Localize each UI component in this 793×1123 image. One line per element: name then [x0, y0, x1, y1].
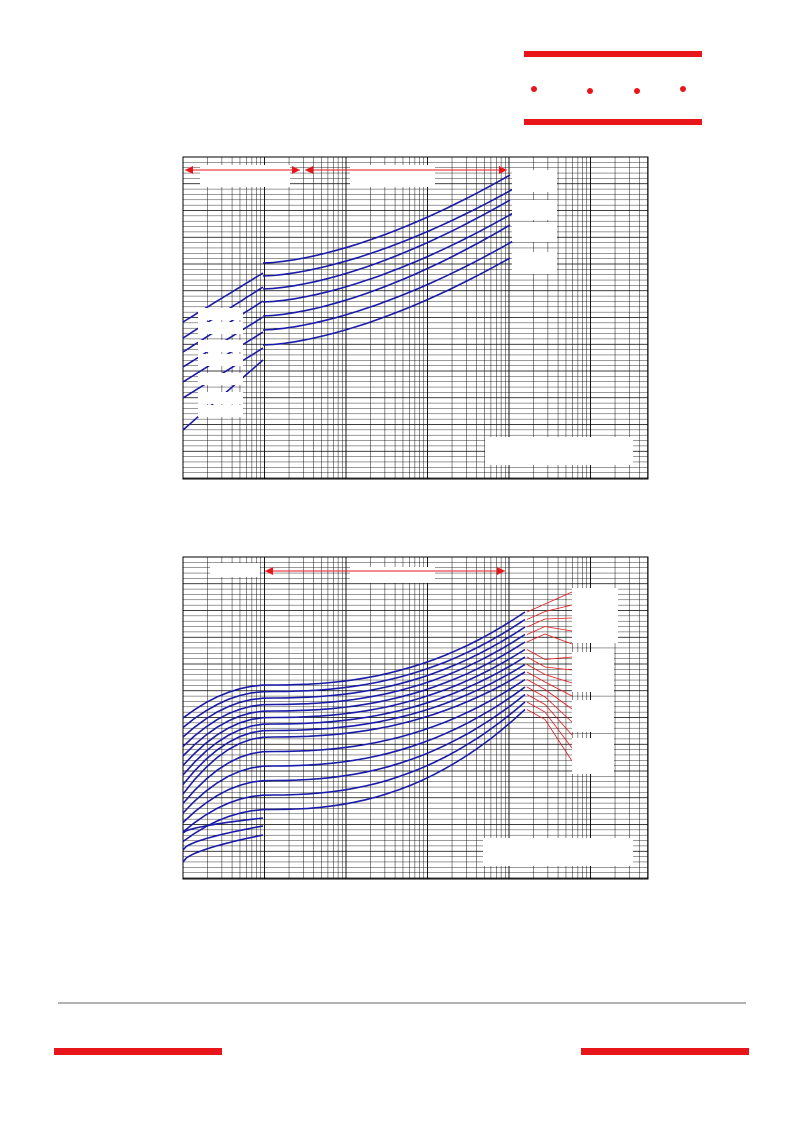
curve [182, 648, 526, 767]
leader-line [526, 686, 573, 723]
arrow-head [499, 166, 507, 174]
curve [182, 611, 526, 719]
curve [262, 199, 511, 290]
curve [182, 626, 526, 738]
chart-graphic [182, 156, 649, 480]
footer-bar [54, 1048, 222, 1055]
curve [262, 174, 511, 264]
leader-line [526, 649, 573, 660]
curve [182, 671, 526, 795]
curve [262, 257, 511, 346]
arrow-head [265, 567, 273, 575]
arrow-head [305, 166, 313, 174]
label-box [485, 437, 633, 465]
header-dot [634, 88, 640, 94]
leader-line [526, 617, 573, 628]
curve [182, 825, 264, 851]
curve [262, 224, 511, 317]
curve [182, 663, 526, 786]
label-box [572, 588, 618, 643]
curve [262, 187, 516, 277]
curve [182, 272, 264, 323]
label-box [198, 373, 243, 385]
leader-line [526, 591, 573, 613]
label-box [512, 200, 557, 220]
label-box [483, 838, 633, 866]
leader-line [526, 701, 573, 749]
curve [182, 708, 526, 843]
curve [182, 834, 264, 863]
curve [182, 693, 526, 824]
label-box [572, 652, 614, 692]
header-dot [680, 86, 686, 92]
label-box [512, 222, 557, 242]
curve [182, 633, 526, 748]
curve [182, 686, 526, 814]
curve [182, 701, 526, 833]
leader-line [526, 633, 573, 645]
label-box [198, 322, 243, 334]
header-dot [531, 86, 537, 92]
curve [182, 641, 526, 757]
curve [262, 239, 516, 331]
label-box [200, 165, 290, 187]
leader-line [526, 679, 573, 710]
label-box [512, 252, 557, 274]
header-bar [524, 51, 702, 57]
curve [182, 656, 526, 776]
footer-bar [581, 1048, 749, 1055]
header-dot [587, 88, 593, 94]
label-box [572, 738, 614, 774]
arrow-head [497, 567, 505, 575]
curve [182, 678, 526, 805]
label-box [198, 340, 243, 352]
arrow-head [185, 166, 193, 174]
label-box [198, 308, 243, 320]
leader-line [526, 671, 573, 697]
label-box [198, 392, 243, 404]
leader-line [526, 694, 573, 736]
leader-line [526, 664, 573, 684]
arrow-head [292, 166, 300, 174]
header-bar [524, 119, 702, 125]
curve [182, 618, 526, 729]
leader-line [526, 626, 573, 635]
leader-line [526, 656, 573, 671]
label-box [512, 170, 557, 192]
leader-line [526, 604, 573, 620]
label-box [350, 165, 435, 187]
label-box [198, 354, 243, 366]
label-box [198, 405, 243, 417]
curve [262, 211, 516, 303]
label-box [210, 563, 260, 577]
plot-frame [182, 156, 649, 480]
label-box [350, 567, 435, 583]
chart-graphic [182, 556, 649, 880]
label-box [572, 700, 614, 732]
leader-line [526, 709, 573, 762]
curve [182, 817, 264, 834]
